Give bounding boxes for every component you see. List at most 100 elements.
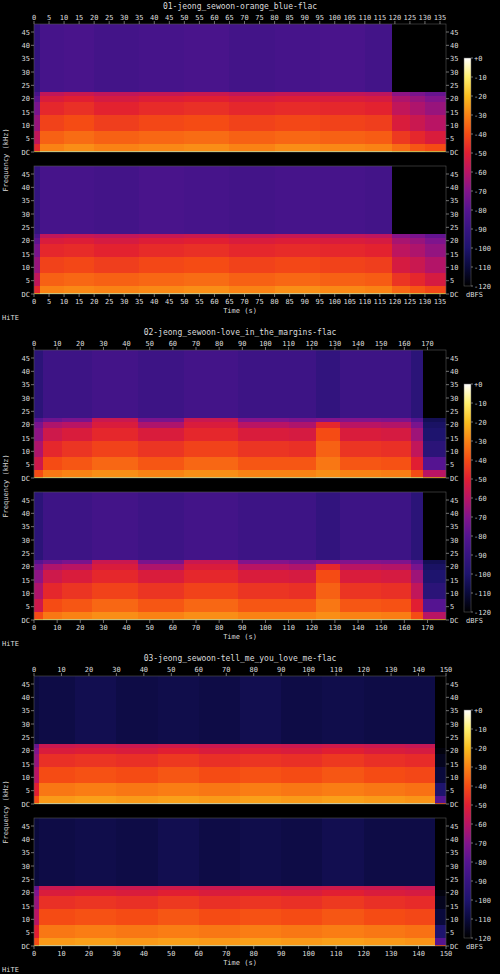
y-tick: [446, 852, 449, 853]
cell: [411, 422, 423, 428]
y-tick: [31, 724, 34, 725]
y-tick: [31, 764, 34, 765]
cell: [184, 238, 229, 244]
x-tick: [79, 294, 80, 297]
y-tick: [31, 553, 34, 554]
colorbar-tick: [471, 172, 473, 173]
cell: [39, 895, 75, 909]
cell: [240, 753, 282, 767]
y-tick-label: 10: [22, 448, 30, 456]
cell: [75, 818, 117, 886]
cell: [39, 909, 75, 925]
cell: [281, 890, 323, 896]
cell: [238, 457, 289, 471]
cell: [92, 560, 139, 564]
y-tick-label: 5: [450, 135, 454, 143]
cell: [405, 818, 436, 886]
y-tick-label: 5: [450, 787, 454, 795]
y-tick: [31, 240, 34, 241]
cell: [184, 234, 229, 238]
cell: [34, 273, 40, 287]
cell: [34, 938, 40, 945]
y-tick: [31, 384, 34, 385]
x-tick: [94, 294, 95, 297]
y-tick: [31, 513, 34, 514]
y-tick: [31, 227, 34, 228]
cell: [75, 744, 117, 748]
y-tick-label: 10: [22, 122, 30, 130]
colorbar-tick-label: -70: [474, 188, 487, 196]
spectrogram-page: 01-jeong_sewoon-orange_blue-flacDCDC5510…: [0, 0, 500, 974]
x-tick-label: 40: [150, 298, 158, 306]
cell: [184, 115, 229, 131]
cell: [39, 818, 75, 886]
x-tick-label: 5: [47, 298, 51, 306]
x-tick-label: 115: [374, 14, 387, 22]
cell: [40, 243, 64, 257]
cell: [92, 564, 139, 570]
y-tick-label: 10: [450, 448, 458, 456]
cell: [281, 909, 323, 925]
panel: 03-jeong_sewoon-tell_me_you_love_me-flac…: [2, 654, 491, 974]
cell: [410, 96, 425, 102]
cell: [34, 748, 40, 754]
y-tick-label: 40: [450, 510, 458, 518]
y-tick: [446, 737, 449, 738]
x-tick: [311, 620, 312, 623]
cell: [64, 257, 94, 273]
y-tick-label: 25: [22, 550, 30, 558]
x-tick-label: 10: [60, 14, 68, 22]
cell: [238, 422, 289, 428]
y-tick-label: 30: [450, 395, 458, 403]
cell: [39, 676, 75, 744]
y-tick-label: 40: [22, 184, 30, 192]
watermark: HiTE: [2, 966, 19, 974]
x-tick: [199, 294, 200, 297]
cell: [40, 131, 64, 145]
x-tick: [124, 294, 125, 297]
colorbar-tick: [471, 422, 473, 423]
x-tick-label: 80: [250, 666, 258, 674]
x-tick-label: 90: [277, 666, 285, 674]
cell: [316, 418, 339, 422]
y-tick: [446, 566, 449, 567]
cell: [275, 96, 320, 102]
cell: [405, 890, 436, 896]
cell: [184, 427, 238, 441]
cell: [34, 92, 40, 96]
x-tick: [363, 946, 364, 949]
cell: [411, 564, 423, 570]
x-tick: [226, 946, 227, 949]
cell: [316, 569, 339, 583]
cell: [92, 457, 139, 471]
x-tick-label: 130: [329, 624, 342, 632]
cell: [423, 492, 446, 560]
cell: [281, 895, 323, 909]
cell: [139, 257, 184, 273]
colorbar-title: dBFS: [466, 943, 483, 951]
cell: [158, 886, 200, 890]
y-tick: [446, 464, 449, 465]
y-tick: [31, 606, 34, 607]
cell: [405, 938, 436, 945]
cell: [320, 96, 365, 102]
cell: [138, 583, 185, 599]
cell: [184, 144, 229, 151]
cell: [64, 24, 94, 92]
cell: [425, 243, 446, 257]
colorbar-tick-label: -60: [474, 495, 487, 503]
cell: [364, 886, 406, 890]
x-tick-label: 20: [90, 14, 98, 22]
cell: [40, 101, 64, 115]
cell: [62, 441, 92, 457]
cell: [116, 818, 157, 886]
cell: [364, 767, 406, 783]
x-tick-label: 170: [421, 340, 434, 348]
x-axis-title: Time (s): [223, 633, 257, 641]
y-tick: [31, 852, 34, 853]
colorbar-tick-label: -110: [474, 264, 491, 272]
y-tick-label: 45: [450, 681, 458, 689]
y-tick: [446, 697, 449, 698]
cell: [411, 569, 423, 583]
x-tick-label: 40: [140, 666, 148, 674]
